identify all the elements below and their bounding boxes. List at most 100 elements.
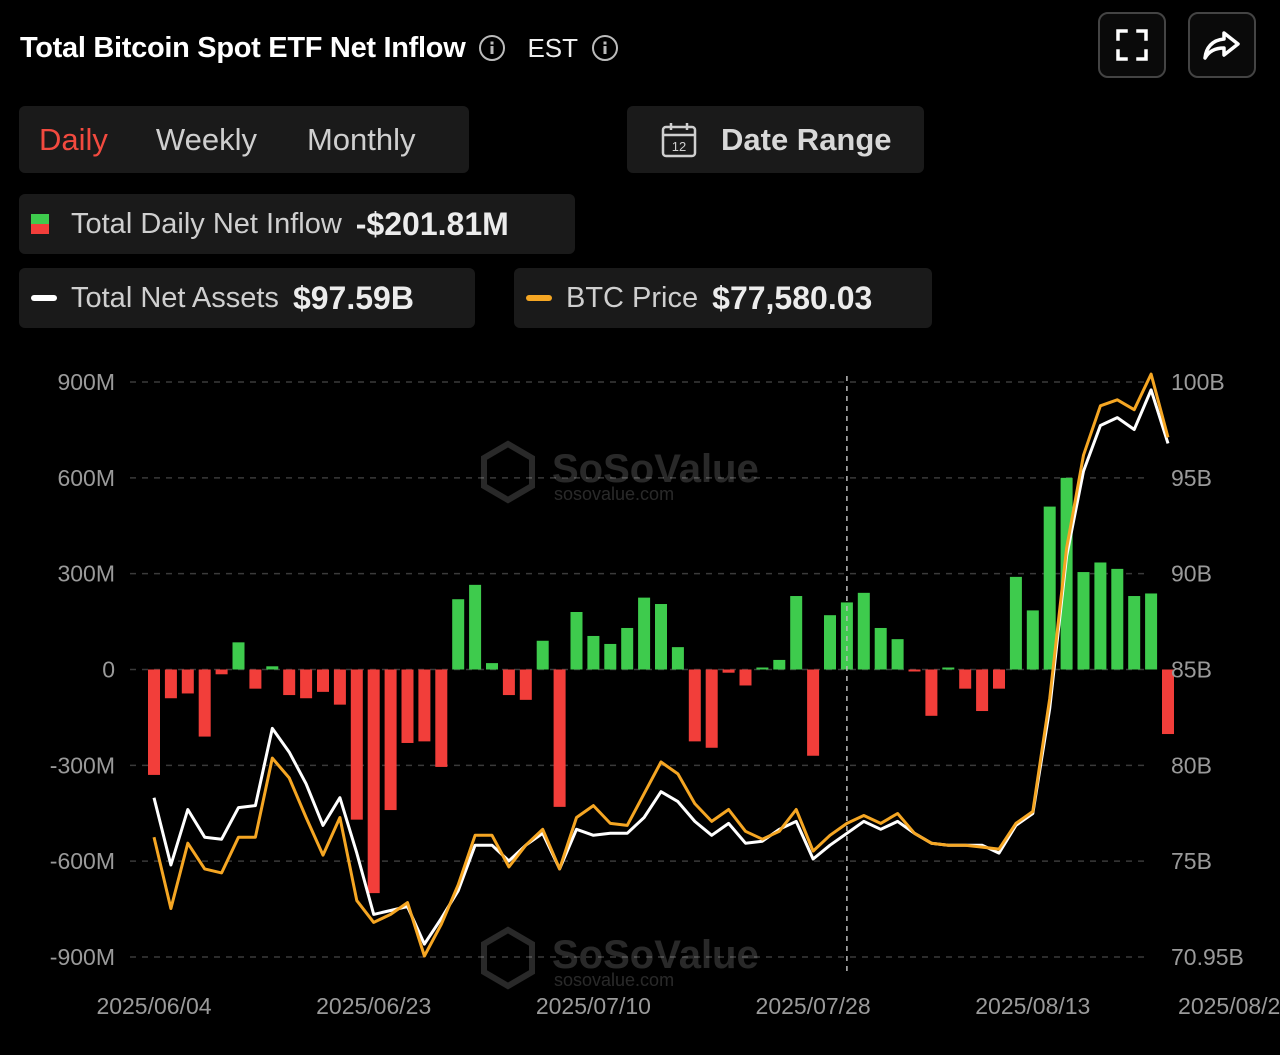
inflow-bar xyxy=(671,647,684,670)
right-axis-tick: 75B xyxy=(1171,848,1212,874)
inflow-bar xyxy=(857,592,870,670)
inflow-bar xyxy=(1162,669,1174,735)
left-axis-tick: -600M xyxy=(50,848,115,874)
left-axis-tick: 300M xyxy=(57,561,115,587)
total-net-assets-line xyxy=(152,388,1170,946)
inflow-bar xyxy=(553,669,566,807)
inflow-bar xyxy=(164,669,177,699)
inflow-bar xyxy=(824,615,836,670)
inflow-bar xyxy=(655,604,667,670)
x-axis-tick: 2025/06/04 xyxy=(96,993,211,1019)
inflow-bar xyxy=(232,642,245,670)
inflow-bar xyxy=(1043,506,1056,670)
timezone-label: EST xyxy=(527,32,579,63)
legend-inflow[interactable]: Total Daily Net Inflow -$201.81M xyxy=(19,194,575,254)
inflow-bar xyxy=(925,669,938,716)
legend-price-name: BTC Price xyxy=(566,281,699,314)
share-button[interactable] xyxy=(1188,12,1256,78)
period-selector: Daily Weekly Monthly xyxy=(19,106,469,173)
inflow-bar xyxy=(587,635,600,670)
tab-weekly[interactable]: Weekly xyxy=(155,121,257,157)
legend-assets-value: $97.59B xyxy=(292,279,414,316)
right-axis-tick: 85B xyxy=(1171,657,1212,683)
inflow-bar xyxy=(469,584,482,670)
legend-assets-name: Total Net Assets xyxy=(71,281,279,314)
date-range-label: Date Range xyxy=(721,121,892,157)
inflow-bar xyxy=(976,669,989,712)
inflow-bar xyxy=(604,643,617,670)
left-axis-tick: 600M xyxy=(57,465,115,491)
inflow-bar xyxy=(891,639,904,670)
inflow-bar xyxy=(705,669,718,748)
price-swatch xyxy=(526,295,552,301)
inflow-bar xyxy=(688,669,701,742)
inflow-bar xyxy=(350,669,363,820)
inflow-bar xyxy=(570,612,583,670)
inflow-bar xyxy=(840,602,853,670)
inflow-bar xyxy=(790,596,803,670)
right-axis-tick: 70.95B xyxy=(1171,944,1244,970)
inflow-bar xyxy=(367,669,380,894)
watermark-brand-2: SoSoValue xyxy=(552,933,759,977)
right-axis-tick: 90B xyxy=(1171,561,1212,587)
share-icon xyxy=(1203,31,1240,60)
x-axis-tick: 2025/07/28 xyxy=(756,993,871,1019)
left-axis-tick: 900M xyxy=(57,369,115,395)
right-axis-tick: 95B xyxy=(1171,465,1212,491)
page-title: Total Bitcoin Spot ETF Net Inflow xyxy=(20,31,466,64)
inflow-bar xyxy=(1128,596,1141,670)
inflow-bar xyxy=(317,669,329,692)
watermark-logo-icon-2 xyxy=(481,926,535,990)
inflow-bar xyxy=(333,669,346,705)
date-range-button[interactable]: 12 Date Range xyxy=(627,106,924,173)
inflow-bars xyxy=(148,477,1174,894)
inflow-bar xyxy=(1009,576,1022,670)
x-axis-tick: 2025/08/13 xyxy=(975,993,1090,1019)
btc-price-line xyxy=(152,372,1170,958)
watermark-site-2: sosovalue.com xyxy=(554,970,674,990)
inflow-bar xyxy=(874,627,887,670)
left-axis-tick: -300M xyxy=(50,752,115,778)
legend-inflow-value: -$201.81M xyxy=(355,205,509,242)
inflow-bar xyxy=(908,669,921,672)
inflow-bar xyxy=(773,659,786,670)
left-axis-tick: 0 xyxy=(102,657,115,683)
timezone-info-icon[interactable] xyxy=(592,35,619,61)
inflow-bar xyxy=(993,669,1005,689)
legend-price[interactable]: BTC Price $77,580.03 xyxy=(514,268,932,328)
inflow-bar xyxy=(502,669,515,696)
legend-inflow-name: Total Daily Net Inflow xyxy=(71,207,342,240)
inflow-bar xyxy=(486,663,498,670)
x-axis-tick: 2025/08/28 xyxy=(1178,993,1280,1019)
assets-swatch xyxy=(31,295,57,301)
inflow-swatch xyxy=(31,214,49,234)
inflow-bar xyxy=(621,627,634,670)
inflow-bar xyxy=(807,669,820,756)
inflow-bar xyxy=(283,669,296,696)
inflow-bar xyxy=(435,669,448,767)
watermark-site: sosovalue.com xyxy=(554,484,674,504)
inflow-bar xyxy=(1111,568,1124,670)
legend-assets[interactable]: Total Net Assets $97.59B xyxy=(19,268,475,328)
inflow-bar xyxy=(181,669,194,694)
right-axis-tick: 100B xyxy=(1171,369,1225,395)
left-axis-tick: -900M xyxy=(50,944,115,970)
inflow-bar xyxy=(148,669,160,775)
watermark: SoSoValue sosovalue.com SoSoValue sosova… xyxy=(481,440,759,990)
calendar-day-number: 12 xyxy=(672,139,686,154)
title-row: Total Bitcoin Spot ETF Net Inflow EST xyxy=(20,24,619,72)
tab-daily[interactable]: Daily xyxy=(39,121,108,157)
inflow-bar xyxy=(418,669,431,742)
inflow-bar xyxy=(215,669,228,675)
fullscreen-button[interactable] xyxy=(1098,12,1166,78)
fullscreen-icon xyxy=(1116,29,1148,61)
inflow-bar xyxy=(1026,610,1039,670)
inflow-bar xyxy=(942,667,955,670)
watermark-logo-icon xyxy=(481,440,535,504)
inflow-bar xyxy=(519,669,532,700)
tab-monthly[interactable]: Monthly xyxy=(306,121,416,157)
info-icon[interactable] xyxy=(479,35,506,61)
legend-price-value: $77,580.03 xyxy=(712,279,873,316)
inflow-bar xyxy=(1077,572,1090,670)
